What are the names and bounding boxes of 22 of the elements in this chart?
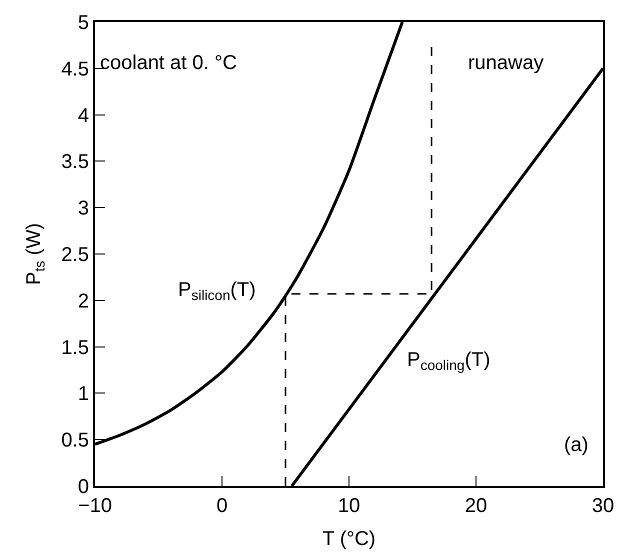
y-tick-label: 1 — [78, 383, 89, 406]
y-tick-label: 0.5 — [61, 430, 89, 452]
y-tick-label: 3.5 — [61, 151, 89, 174]
x-tick-label: 20 — [464, 495, 488, 517]
x-tick-label: −10 — [78, 495, 112, 517]
x-tick-label: 0 — [216, 495, 228, 517]
y-tick-label: 3 — [78, 198, 89, 220]
y-tick-label: 4 — [78, 104, 89, 127]
x-tick-label: 10 — [338, 495, 360, 517]
y-tick-label: 0 — [78, 476, 89, 498]
x-axis-title: T (°C) — [322, 528, 376, 550]
y-tick-label: 2.5 — [61, 244, 89, 266]
annotation: P$_{silicon}$(T) — [178, 279, 256, 304]
annotation: P$_{cooling}$(T) — [407, 349, 490, 374]
y-tick-label: 5 — [78, 12, 89, 34]
x-tick-label: 30 — [592, 495, 614, 517]
y-tick-label: 4.5 — [61, 58, 89, 80]
y-tick-label: 2 — [78, 290, 89, 312]
annotation: (a) — [564, 434, 588, 456]
annotation: runaway — [468, 52, 544, 74]
annotation: coolant at 0. °C — [100, 52, 237, 74]
y-tick-label: 1.5 — [61, 336, 89, 359]
